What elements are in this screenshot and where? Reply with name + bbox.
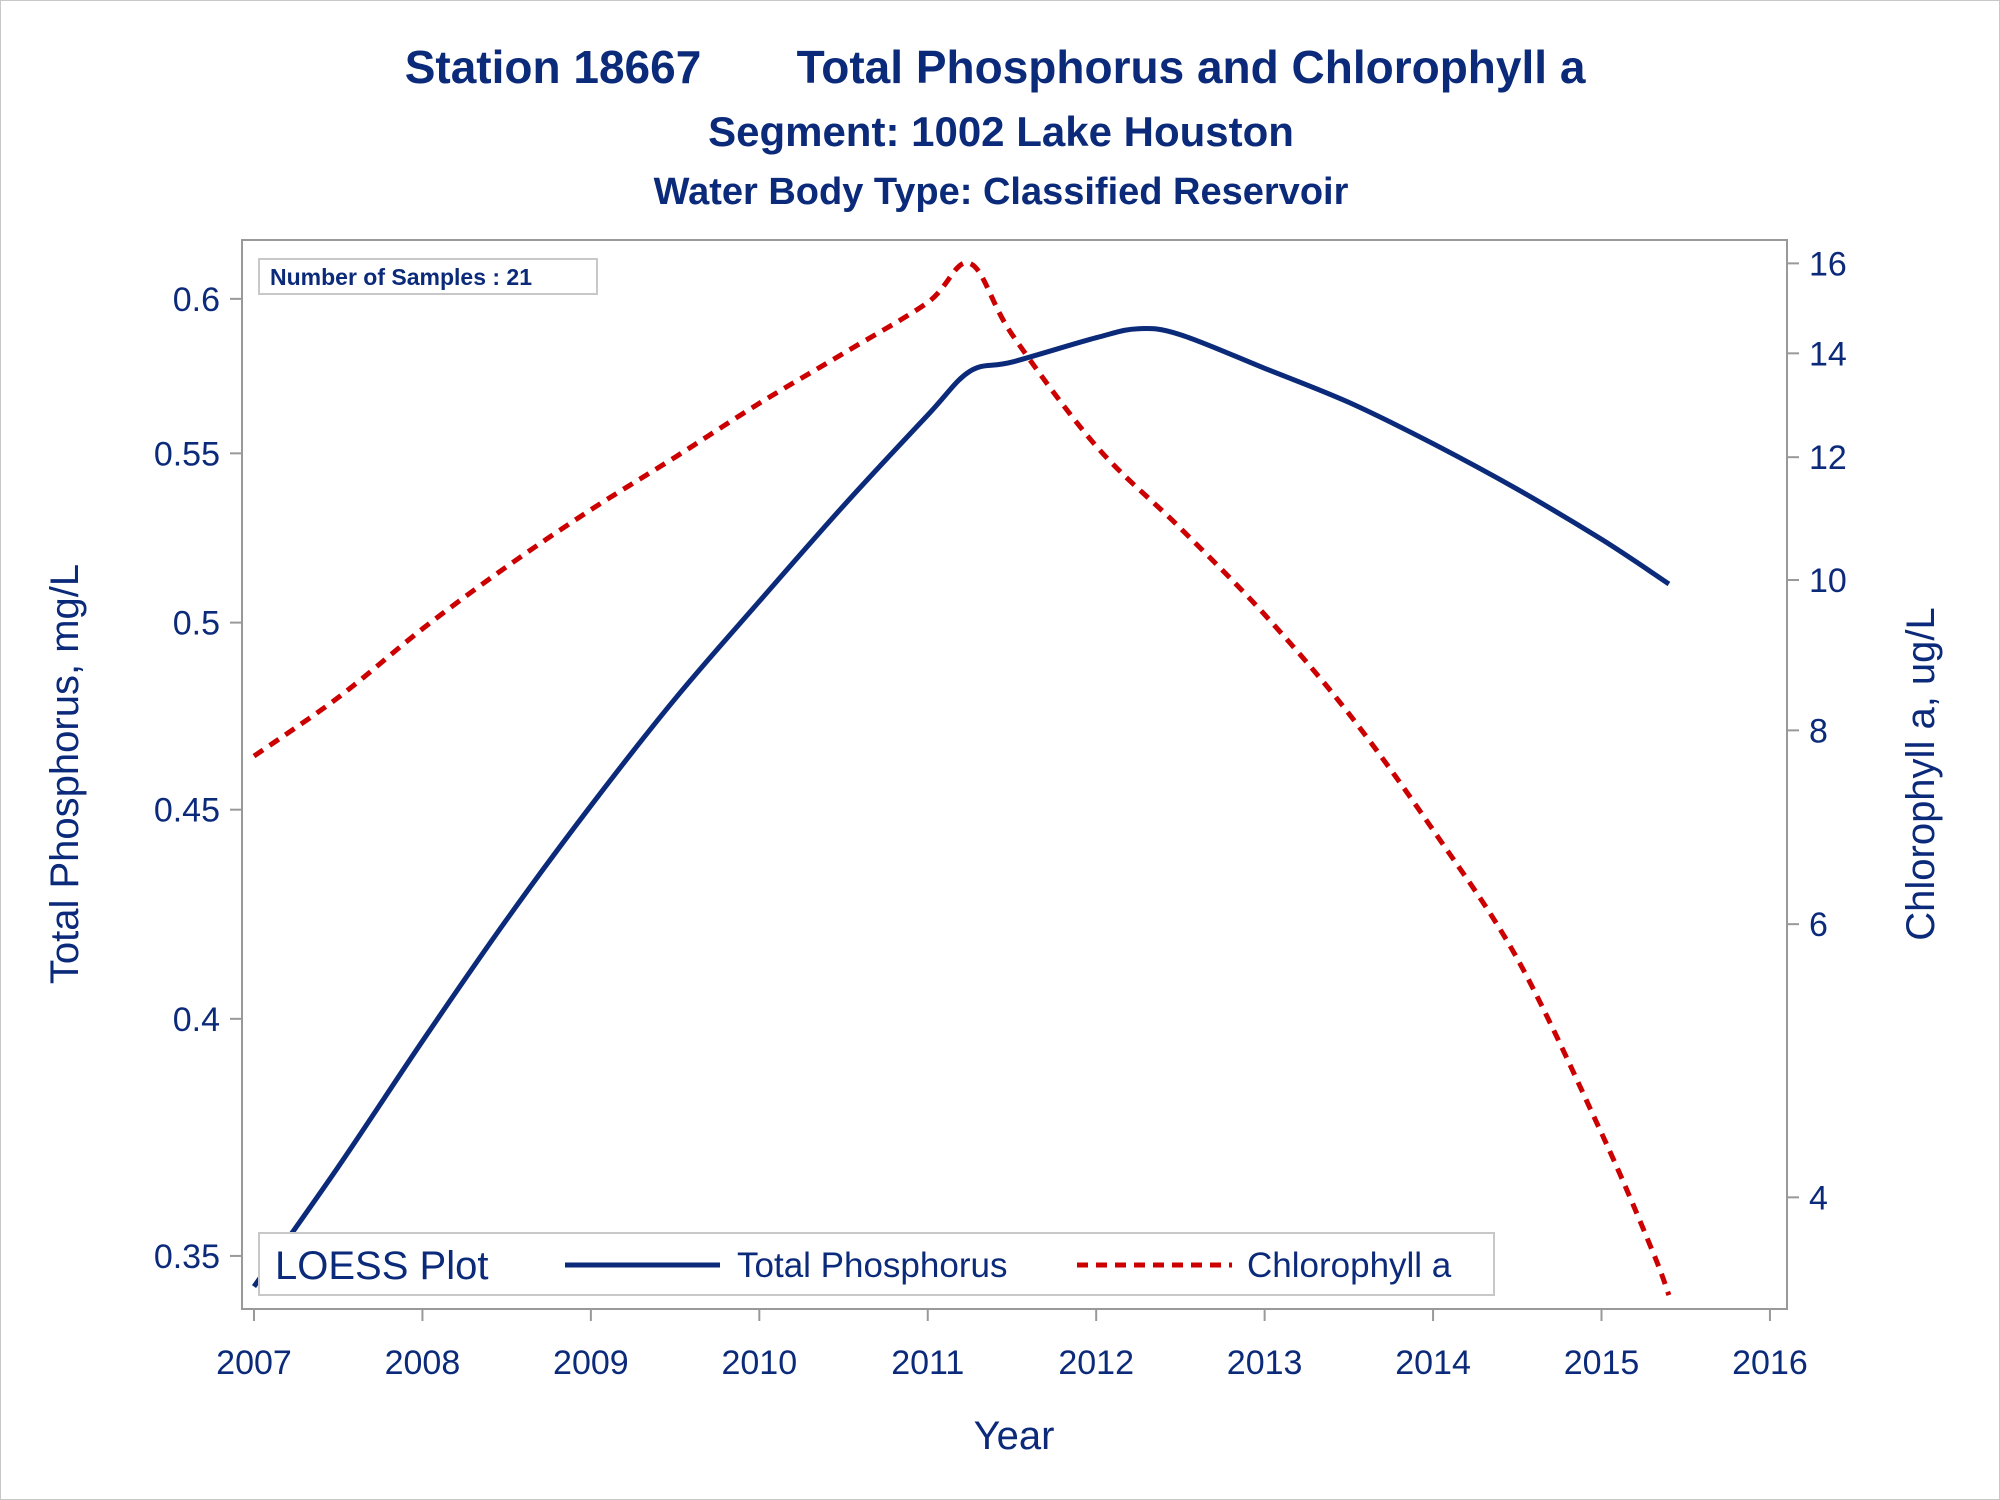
x-tick-label: 2013: [1227, 1344, 1303, 1382]
x-tick-label: 2014: [1395, 1344, 1471, 1382]
x-tick-label: 2009: [553, 1344, 629, 1382]
y-right-tick-label: 10: [1809, 562, 1847, 600]
x-axis: 2007 2008 2009 2010 2011 2012 2013 2014 2015 2016: [216, 1309, 1808, 1382]
y-right-tick-label: 4: [1809, 1179, 1828, 1217]
plot-area: [241, 239, 1788, 1310]
samples-inset-label: Number of Samples : 21: [270, 264, 532, 290]
chart-subtitle-water-body: Water Body Type: Classified Reservoir: [654, 171, 1349, 213]
y-axis-left: 0.35 0.4 0.45 0.5 0.55 0.6: [154, 281, 242, 1276]
x-tick-label: 2011: [891, 1344, 964, 1382]
y-right-tick-label: 8: [1809, 712, 1828, 750]
legend-label-total-phosphorus: Total Phosphorus: [737, 1246, 1007, 1285]
series-layer: [251, 260, 1672, 1296]
chart-title-main: Total Phosphorus and Chlorophyll a: [797, 41, 1586, 93]
samples-inset-box: [258, 258, 598, 295]
y-right-tick-label: 14: [1809, 335, 1847, 373]
legend-label-chlorophyll-a: Chlorophyll a: [1247, 1246, 1452, 1285]
x-axis-label: Year: [974, 1414, 1055, 1458]
x-tick-label: 2012: [1058, 1344, 1134, 1382]
y-left-tick-label: 0.45: [154, 792, 220, 830]
legend-box: [258, 1232, 1495, 1296]
y-axis-right: 4 6 8 10 12 14 16: [1787, 245, 1847, 1217]
y-left-tick-label: 0.5: [173, 605, 220, 643]
y-left-tick-label: 0.6: [173, 281, 220, 319]
x-tick-label: 2015: [1564, 1344, 1640, 1382]
y-left-tick-label: 0.4: [173, 1001, 220, 1039]
legend-title: LOESS Plot: [275, 1244, 488, 1288]
series-line-total-phosphorus: [251, 325, 1671, 1289]
legend: LOESS Plot Total Phosphorus Chlorophyll …: [258, 1232, 1495, 1296]
y-left-tick-label: 0.35: [154, 1238, 220, 1276]
y-right-tick-label: 12: [1809, 439, 1847, 477]
y-axis-right-label: Chlorophyll a, ug/L: [1899, 607, 1943, 941]
y-axis-left-label: Total Phosphorus, mg/L: [43, 564, 87, 984]
chart-subtitle-segment: Segment: 1002 Lake Houston: [708, 108, 1294, 155]
series-line-chlorophyll-a: [252, 260, 1672, 1296]
x-tick-label: 2007: [216, 1344, 292, 1382]
samples-inset: Number of Samples : 21: [258, 258, 598, 295]
x-tick-label: 2010: [721, 1344, 797, 1382]
x-tick-label: 2016: [1732, 1344, 1808, 1382]
x-tick-label: 2008: [385, 1344, 461, 1382]
y-left-tick-label: 0.55: [154, 435, 220, 473]
y-right-tick-label: 6: [1809, 906, 1828, 944]
chart-title-station: Station 18667: [405, 41, 702, 93]
y-right-tick-label: 16: [1809, 245, 1847, 283]
